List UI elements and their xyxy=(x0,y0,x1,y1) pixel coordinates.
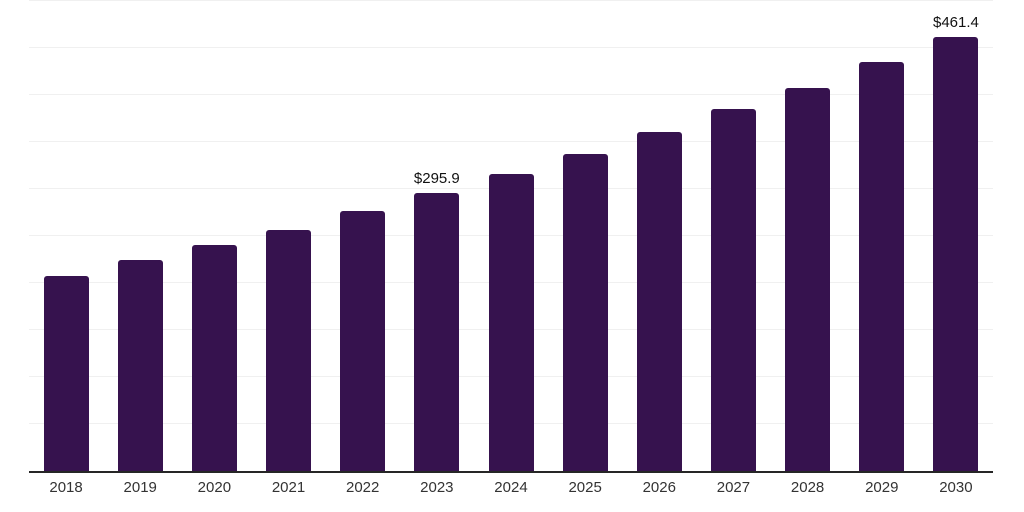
x-tick-label-2023: 2023 xyxy=(420,479,454,496)
bar-value-label-2030: $461.4 xyxy=(932,14,979,32)
x-tick-label-2024: 2024 xyxy=(494,479,528,496)
plot-area: $295.9 $461.4 xyxy=(29,0,993,473)
bar-2029 xyxy=(859,61,905,471)
bar-2027 xyxy=(710,108,756,471)
bar-2026 xyxy=(636,131,682,471)
x-tick-label-2026: 2026 xyxy=(642,479,676,496)
x-tick-label-2025: 2025 xyxy=(568,479,602,496)
x-tick-label-2030: 2030 xyxy=(939,479,973,496)
x-tick-label-2022: 2022 xyxy=(345,479,380,496)
bar-2030 xyxy=(933,37,979,471)
x-tick-label-2029: 2029 xyxy=(865,479,899,496)
gridline xyxy=(29,47,993,48)
bar-2025 xyxy=(562,153,608,471)
x-axis-tick-labels: 2018 2019 2020 2021 2022 2023 2024 2025 2026 2027… xyxy=(29,479,993,499)
bar-value-label-2023: $295.9 xyxy=(413,169,460,187)
gridline xyxy=(29,141,993,142)
gridline xyxy=(29,94,993,95)
bar-2021 xyxy=(266,229,312,471)
x-tick-label-2018: 2018 xyxy=(49,479,83,496)
x-tick-label-2021: 2021 xyxy=(271,479,306,496)
bar-2028 xyxy=(785,87,831,471)
bar-2024 xyxy=(488,173,534,471)
x-tick-label-2019: 2019 xyxy=(123,479,157,496)
bar-2018 xyxy=(43,275,89,471)
bar-2022 xyxy=(340,210,386,471)
bar-2019 xyxy=(117,259,163,471)
bar-2023 xyxy=(414,192,460,471)
bar-2020 xyxy=(191,245,237,471)
x-axis-line xyxy=(29,471,993,473)
x-tick-label-2028: 2028 xyxy=(790,479,825,496)
x-tick-label-2020: 2020 xyxy=(197,479,232,496)
x-tick-label-2027: 2027 xyxy=(716,479,751,496)
gridline xyxy=(29,0,993,1)
